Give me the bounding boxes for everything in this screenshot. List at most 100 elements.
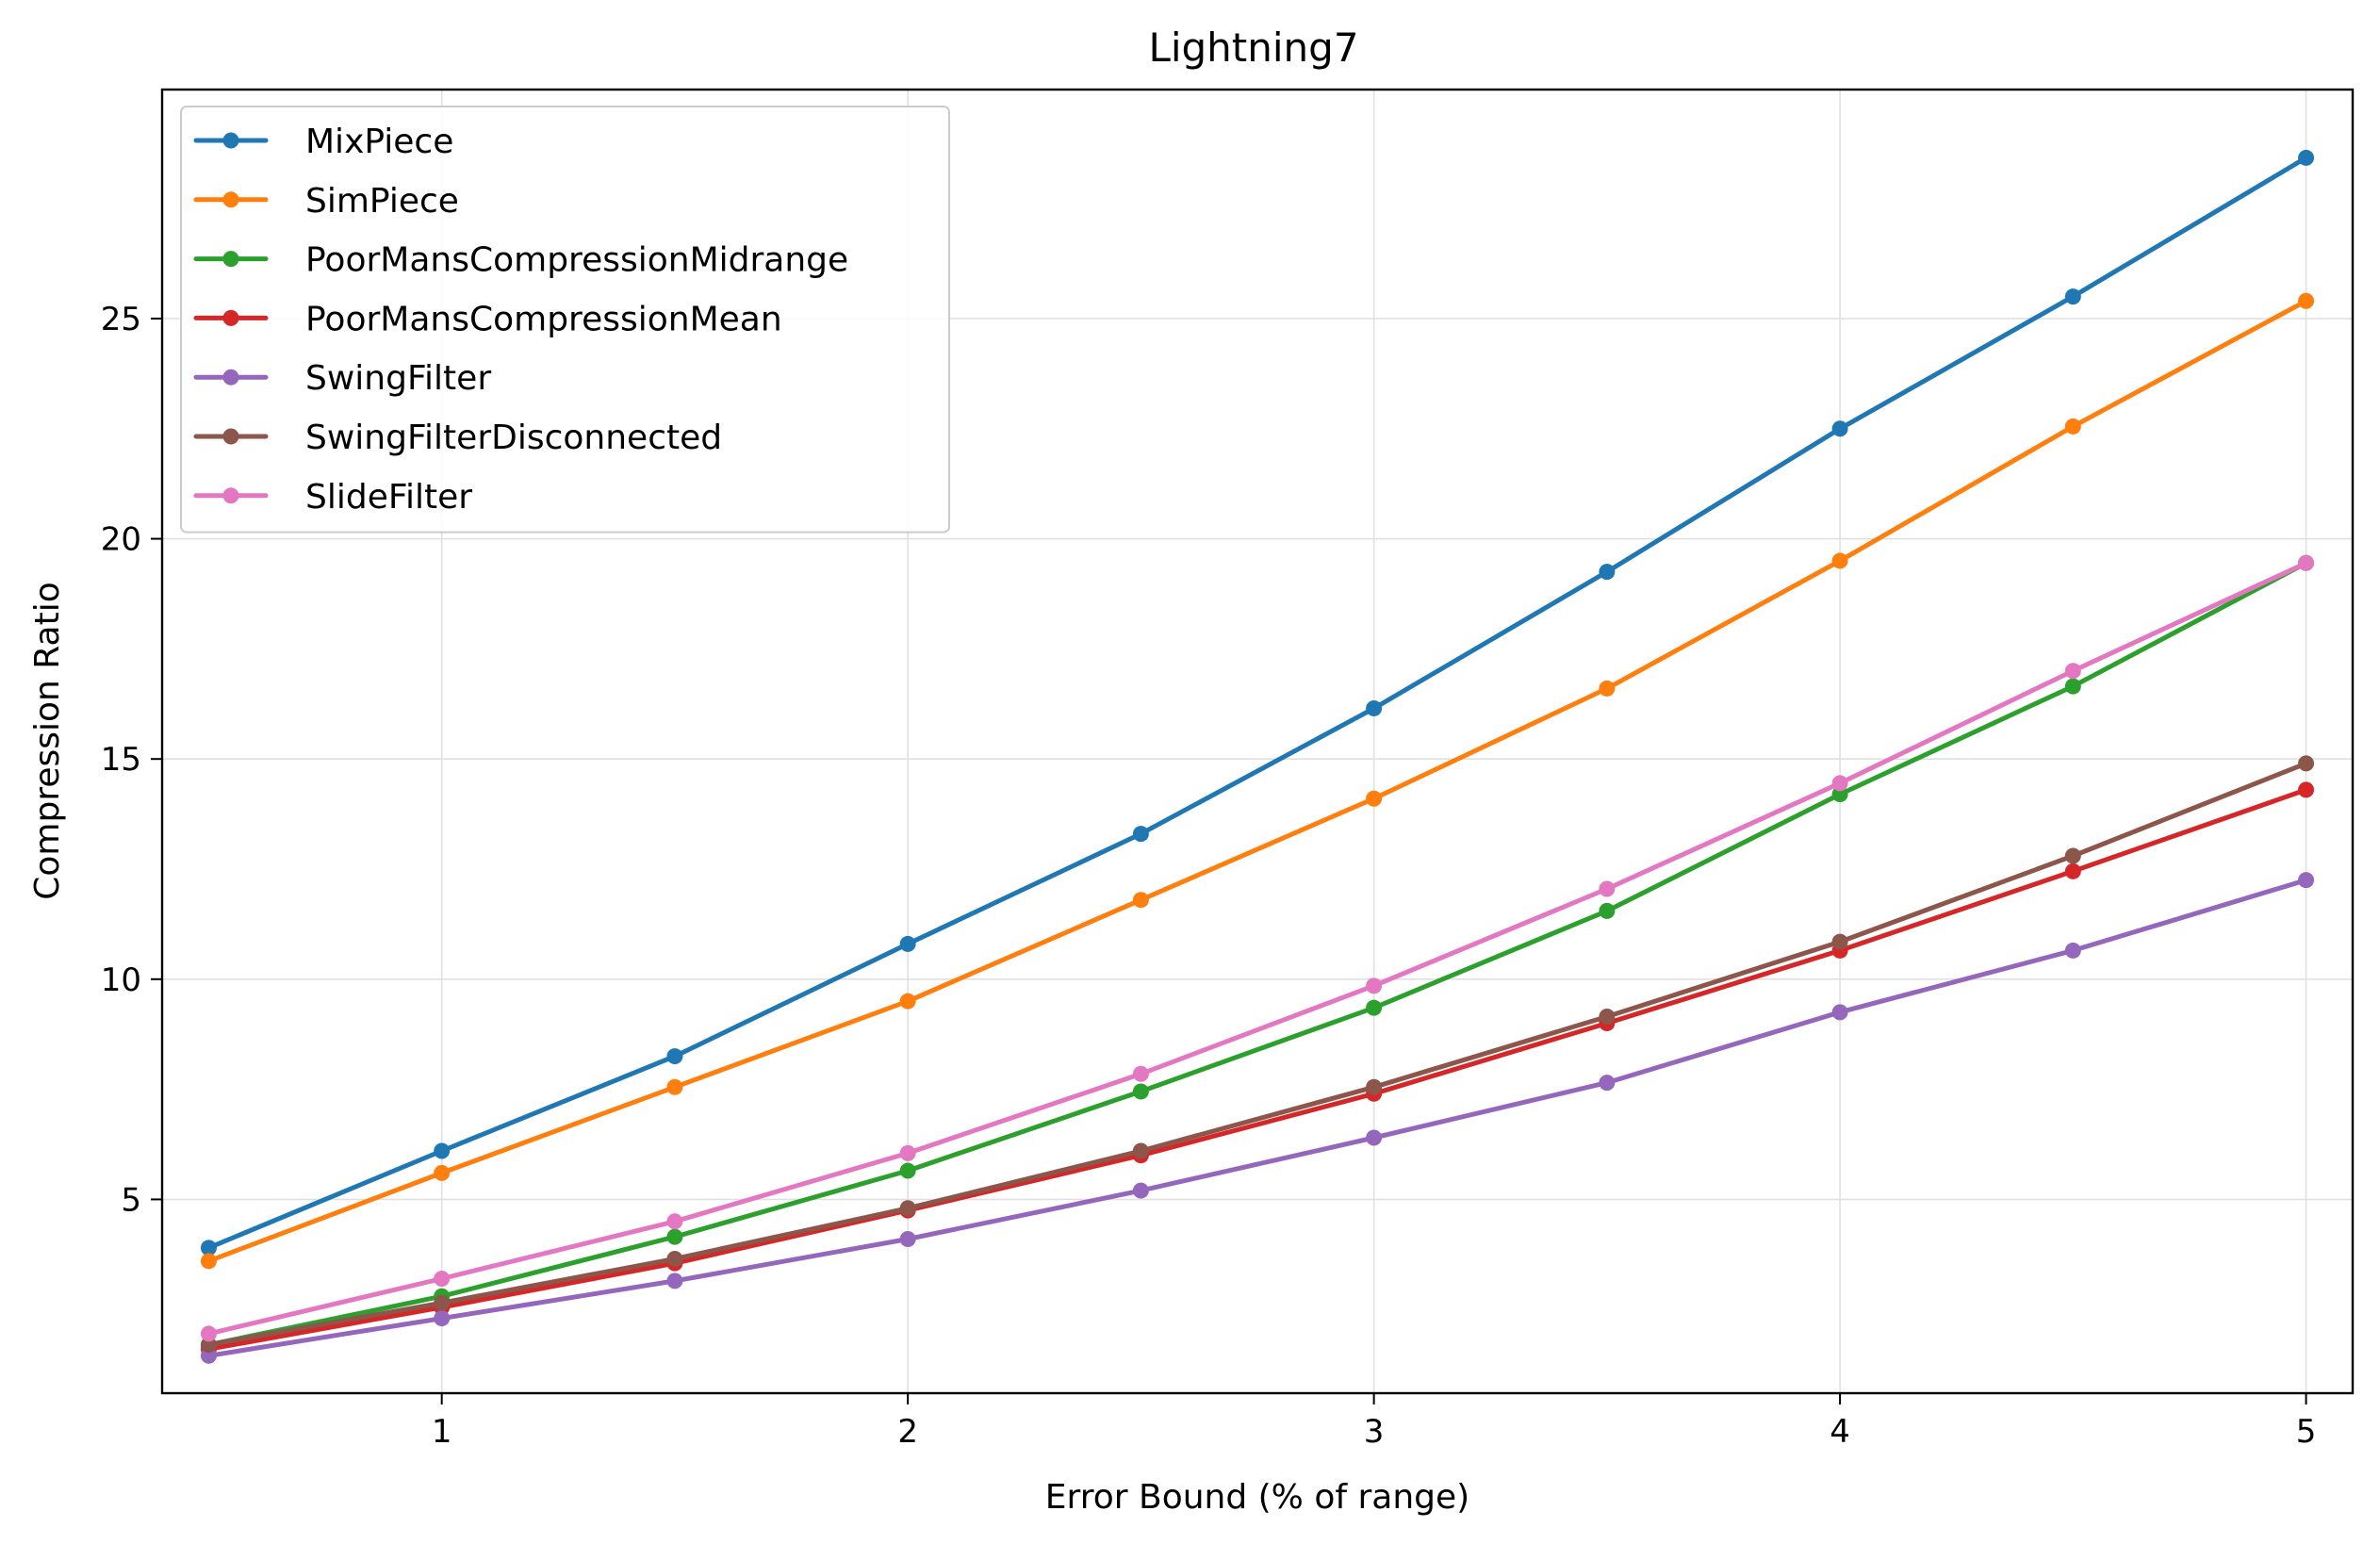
grid-lines xyxy=(162,90,2353,1393)
data-point-slide-filter xyxy=(1132,1065,1149,1082)
data-point-swing-filter xyxy=(1599,1075,1616,1092)
x-tick-label: 3 xyxy=(1364,1413,1385,1451)
data-point-mix-piece xyxy=(200,1240,217,1257)
legend-marker-slide-filter xyxy=(222,487,239,504)
data-point-sim-piece xyxy=(1831,552,1848,569)
data-point-slide-filter xyxy=(200,1325,217,1342)
data-point-swing-filter xyxy=(2298,872,2315,889)
data-point-mix-piece xyxy=(2064,288,2081,305)
data-point-sim-piece xyxy=(1366,790,1383,807)
data-point-swing-filter xyxy=(434,1310,451,1327)
legend-marker-sim-piece xyxy=(222,191,239,208)
data-point-swing-filter-disconnected xyxy=(2298,755,2315,772)
data-point-swing-filter-disconnected xyxy=(666,1250,683,1267)
data-point-sim-piece xyxy=(2064,418,2081,435)
legend-entry-slide-filter: SlideFilter xyxy=(193,478,472,517)
data-point-swing-filter xyxy=(1366,1129,1383,1146)
data-point-sim-piece xyxy=(200,1253,217,1270)
data-point-swing-filter-disconnected xyxy=(1599,1009,1616,1026)
legend-entry-swing-filter: SwingFilter xyxy=(193,359,491,398)
data-point-swing-filter-disconnected xyxy=(1366,1078,1383,1095)
y-tick-label: 25 xyxy=(101,301,141,338)
y-tick-label: 10 xyxy=(101,961,141,999)
legend-marker-swing-filter-disconnected xyxy=(222,428,239,445)
data-point-swing-filter-disconnected xyxy=(434,1294,451,1311)
plot-area-frame xyxy=(160,88,2355,1395)
data-point-poor-mans-compression-mean xyxy=(2064,862,2081,879)
data-point-poor-mans-compression-midrange xyxy=(1366,999,1383,1016)
data-point-swing-filter xyxy=(200,1347,217,1364)
series-sim-piece xyxy=(200,292,2315,1270)
data-point-swing-filter-disconnected xyxy=(200,1337,217,1354)
axis-ticks: 1 2 3 4 5 5 10 15 20 25 xyxy=(101,301,2317,1451)
y-axis-label: Compression Ratio xyxy=(28,582,67,899)
data-point-mix-piece xyxy=(899,935,916,952)
y-tick-label: 15 xyxy=(101,741,141,779)
data-point-poor-mans-compression-midrange xyxy=(899,1162,916,1179)
legend-label-poor-mans-compression-midrange: PoorMansCompressionMidrange xyxy=(305,241,848,280)
data-point-poor-mans-compression-midrange xyxy=(666,1228,683,1245)
legend-entry-swing-filter-disconnected: SwingFilterDisconnected xyxy=(193,419,722,457)
legend-label-slide-filter: SlideFilter xyxy=(305,478,472,517)
legend: MixPiece SimPiece PoorMansCompressionMidra… xyxy=(180,106,950,534)
data-point-swing-filter xyxy=(899,1230,916,1247)
data-point-sim-piece xyxy=(1132,892,1149,909)
data-point-sim-piece xyxy=(2298,292,2315,309)
data-point-sim-piece xyxy=(666,1078,683,1095)
legend-marker-poor-mans-compression-mean xyxy=(222,309,239,326)
data-point-slide-filter xyxy=(666,1213,683,1230)
series-line-poor-mans-compression-midrange xyxy=(205,560,2309,1348)
data-point-mix-piece xyxy=(1132,826,1149,843)
series-line-swing-filter-disconnected xyxy=(205,761,2309,1348)
x-tick-label: 1 xyxy=(432,1413,452,1451)
data-point-swing-filter xyxy=(2064,942,2081,959)
legend-marker-mix-piece xyxy=(222,132,239,149)
series-slide-filter xyxy=(200,554,2315,1342)
data-point-poor-mans-compression-midrange xyxy=(1599,902,1616,919)
data-point-slide-filter xyxy=(1831,775,1848,792)
data-point-mix-piece xyxy=(1366,699,1383,716)
legend-label-mix-piece: MixPiece xyxy=(305,123,453,161)
data-point-mix-piece xyxy=(1599,564,1616,581)
legend-marker-poor-mans-compression-midrange xyxy=(222,251,239,268)
legend-entry-poor-mans-compression-midrange: PoorMansCompressionMidrange xyxy=(193,241,848,280)
series-line-sim-piece xyxy=(205,298,2309,1264)
series-lines xyxy=(200,149,2315,1364)
data-point-sim-piece xyxy=(434,1164,451,1181)
data-point-swing-filter xyxy=(666,1273,683,1289)
data-point-swing-filter-disconnected xyxy=(2064,847,2081,864)
series-swing-filter-disconnected xyxy=(200,755,2315,1354)
series-line-poor-mans-compression-mean xyxy=(205,787,2309,1352)
data-point-mix-piece xyxy=(1831,420,1848,437)
series-line-swing-filter xyxy=(205,878,2309,1358)
data-point-mix-piece xyxy=(666,1048,683,1065)
legend-label-swing-filter-disconnected: SwingFilterDisconnected xyxy=(305,419,722,457)
data-point-swing-filter xyxy=(1132,1182,1149,1199)
legend-label-sim-piece: SimPiece xyxy=(305,182,459,221)
series-swing-filter xyxy=(200,872,2315,1364)
data-point-sim-piece xyxy=(899,993,916,1010)
data-point-poor-mans-compression-midrange xyxy=(1132,1083,1149,1100)
legend-label-swing-filter: SwingFilter xyxy=(305,359,491,398)
x-axis-label: Error Bound (% of range) xyxy=(1045,1478,1469,1517)
data-point-swing-filter-disconnected xyxy=(899,1200,916,1217)
legend-entry-sim-piece: SimPiece xyxy=(193,182,459,221)
data-point-slide-filter xyxy=(899,1144,916,1161)
data-point-swing-filter-disconnected xyxy=(1132,1142,1149,1159)
data-point-poor-mans-compression-midrange xyxy=(2064,678,2081,695)
series-line-slide-filter xyxy=(205,560,2309,1337)
data-point-slide-filter xyxy=(2064,663,2081,680)
series-line-mix-piece xyxy=(205,155,2309,1251)
x-tick-label: 4 xyxy=(1830,1413,1850,1451)
data-point-mix-piece xyxy=(2298,149,2315,166)
chart-title: Lightning7 xyxy=(1148,25,1358,71)
data-point-slide-filter xyxy=(1599,880,1616,897)
data-point-sim-piece xyxy=(1599,680,1616,697)
legend-entry-mix-piece: MixPiece xyxy=(193,123,453,161)
data-point-mix-piece xyxy=(434,1142,451,1159)
y-tick-label: 5 xyxy=(121,1181,141,1219)
data-point-poor-mans-compression-midrange xyxy=(1831,786,1848,803)
data-point-slide-filter xyxy=(2298,554,2315,571)
data-point-slide-filter xyxy=(434,1271,451,1288)
